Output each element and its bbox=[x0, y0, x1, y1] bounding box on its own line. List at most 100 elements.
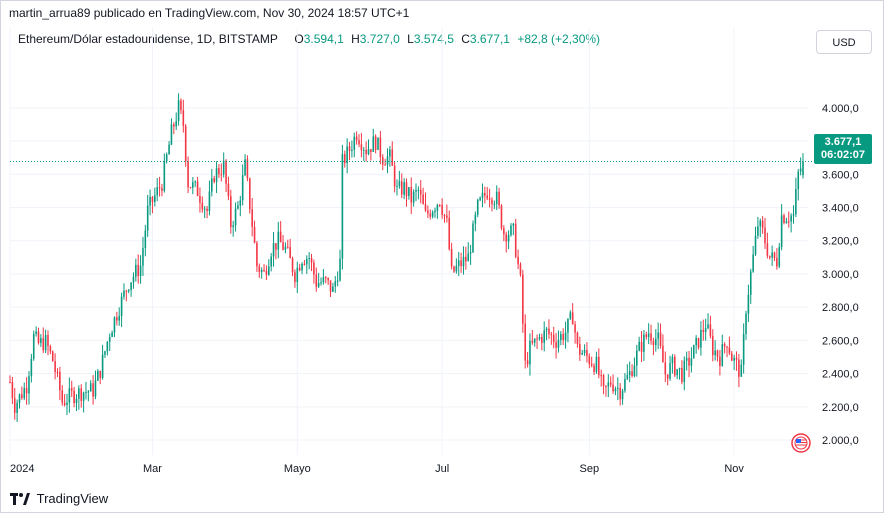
candle-body bbox=[455, 265, 458, 272]
candle-body bbox=[329, 280, 332, 292]
candle-body bbox=[640, 341, 643, 352]
candle-body bbox=[360, 144, 363, 151]
high-label: H bbox=[351, 32, 360, 46]
candle-body bbox=[476, 199, 479, 215]
candle-body bbox=[106, 341, 109, 352]
candle-body bbox=[170, 124, 173, 145]
candle-body bbox=[75, 398, 78, 404]
candle-body bbox=[165, 154, 168, 162]
candle-body bbox=[332, 286, 334, 292]
candle-body bbox=[389, 149, 391, 157]
candle-body bbox=[453, 266, 455, 272]
candle-body bbox=[457, 260, 460, 266]
candle-body bbox=[279, 231, 282, 243]
candle-body bbox=[317, 282, 320, 287]
symbol-legend[interactable]: Ethereum/Dólar estadounidense, 1D, BITST… bbox=[18, 32, 600, 46]
candle-body bbox=[206, 208, 208, 211]
candle-body bbox=[222, 160, 225, 175]
candle-body bbox=[35, 331, 37, 334]
candle-body bbox=[203, 208, 206, 210]
candle-body bbox=[270, 256, 272, 267]
candle-body bbox=[771, 252, 773, 258]
candle-body bbox=[761, 220, 764, 228]
close-label: C bbox=[461, 32, 470, 46]
candle-body bbox=[688, 357, 690, 366]
candle-body bbox=[614, 388, 617, 392]
candle-body bbox=[241, 175, 244, 201]
candle-body bbox=[184, 125, 187, 162]
candle-body bbox=[405, 182, 408, 197]
candle-body bbox=[244, 159, 246, 176]
candle-body bbox=[588, 356, 591, 364]
candle-body bbox=[626, 375, 629, 380]
candle-body bbox=[645, 334, 648, 337]
candle-countdown: 06:02:07 bbox=[820, 149, 866, 161]
candle-body bbox=[265, 271, 268, 275]
candle-body bbox=[624, 379, 626, 391]
candle-body bbox=[154, 195, 156, 202]
candle-body bbox=[256, 242, 258, 267]
y-tick-label: 4.000,0 bbox=[822, 103, 859, 115]
candle-body bbox=[529, 340, 531, 365]
candle-body bbox=[237, 205, 239, 209]
candle-body bbox=[711, 335, 714, 356]
candle-body bbox=[657, 332, 659, 339]
candle-body bbox=[227, 183, 230, 197]
candle-body bbox=[507, 235, 510, 242]
candle-body bbox=[398, 181, 401, 187]
candle-body bbox=[89, 383, 92, 392]
candle-body bbox=[469, 252, 472, 254]
candle-body bbox=[533, 338, 536, 343]
open-label: O bbox=[294, 32, 304, 46]
us-flag-icon[interactable] bbox=[791, 433, 811, 453]
candle-body bbox=[790, 215, 792, 222]
candle-body bbox=[776, 257, 778, 267]
candle-body bbox=[284, 246, 287, 250]
candle-body bbox=[598, 356, 600, 376]
candle-body bbox=[662, 345, 664, 363]
last-price-value: 3.677,1 bbox=[824, 136, 862, 148]
candle-body bbox=[327, 278, 329, 281]
candle-body bbox=[545, 328, 548, 331]
candle-body bbox=[512, 223, 515, 226]
y-tick-label: 2.400,0 bbox=[822, 369, 859, 381]
candle-body bbox=[673, 356, 676, 376]
candle-body bbox=[232, 225, 234, 228]
candle-body bbox=[467, 253, 470, 262]
candle-body bbox=[505, 234, 508, 242]
y-tick-label: 2.600,0 bbox=[822, 335, 859, 347]
tradingview-brand[interactable]: TradingView bbox=[10, 490, 108, 506]
open-value: 3.594,1 bbox=[303, 32, 344, 46]
candle-body bbox=[671, 356, 674, 364]
candle-body bbox=[552, 335, 555, 343]
candle-body bbox=[108, 337, 111, 342]
candle-body bbox=[733, 357, 735, 361]
candle-body bbox=[370, 149, 372, 152]
candle-body bbox=[754, 235, 757, 255]
candle-body bbox=[275, 243, 277, 250]
candle-body bbox=[410, 187, 413, 203]
candle-body bbox=[590, 363, 593, 366]
candle-body bbox=[517, 256, 519, 265]
candle-body bbox=[607, 382, 610, 387]
candle-body bbox=[149, 196, 151, 206]
candle-body bbox=[567, 318, 569, 333]
candle-body bbox=[450, 249, 453, 267]
candle-body bbox=[351, 149, 353, 151]
y-tick-label: 3.000,0 bbox=[822, 269, 859, 281]
x-tick-label: Nov bbox=[724, 463, 744, 475]
candle-body bbox=[422, 194, 424, 205]
candle-body bbox=[144, 230, 147, 249]
candle-body bbox=[557, 340, 560, 348]
candle-body bbox=[493, 204, 496, 206]
currency-button[interactable]: USD bbox=[816, 30, 872, 54]
candle-body bbox=[745, 313, 747, 334]
candle-body bbox=[68, 388, 71, 403]
candle-body bbox=[519, 264, 522, 275]
candle-body bbox=[795, 189, 797, 215]
candle-body bbox=[246, 159, 249, 179]
candle-body bbox=[291, 258, 294, 273]
candle-body bbox=[263, 269, 265, 272]
candle-body bbox=[374, 136, 377, 150]
